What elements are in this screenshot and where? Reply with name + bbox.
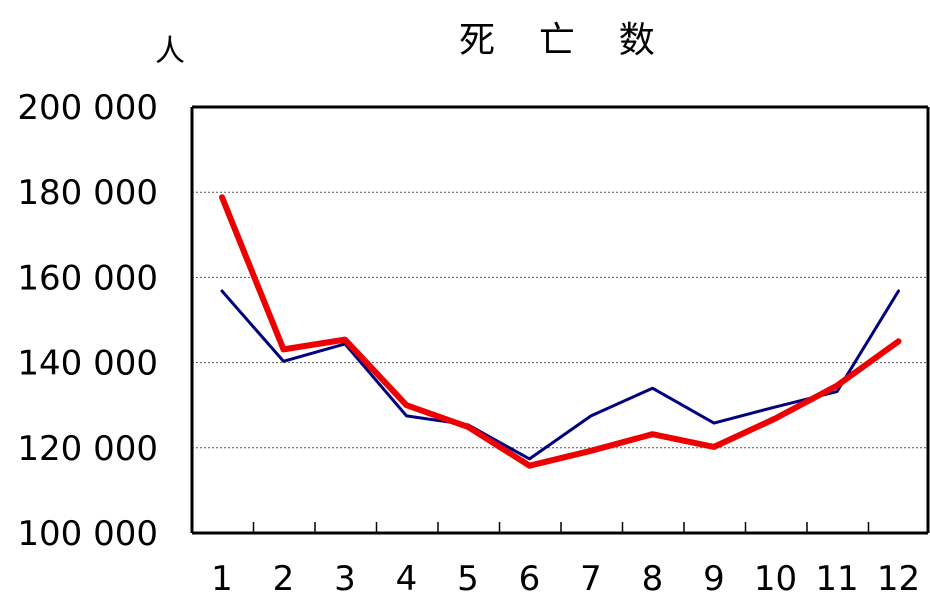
series-line-2 bbox=[219, 194, 902, 469]
x-tick-label: 1 bbox=[211, 559, 233, 599]
y-tick-label: 200 000 bbox=[17, 88, 158, 128]
x-tick-label: 4 bbox=[396, 559, 418, 599]
axes bbox=[190, 105, 930, 535]
y-tick-label: 100 000 bbox=[17, 514, 158, 554]
x-tick-label: 2 bbox=[273, 559, 295, 599]
y-tick-label: 180 000 bbox=[17, 173, 158, 213]
x-tick-label: 11 bbox=[815, 559, 858, 599]
y-tick-labels: 100 000 120 000 140 000 160 000 180 000 200 0… bbox=[17, 88, 158, 554]
chart-title: 死 亡 数 bbox=[459, 20, 671, 61]
series-lines bbox=[219, 194, 902, 469]
x-tick-label: 10 bbox=[754, 559, 797, 599]
y-tick-label: 140 000 bbox=[17, 344, 158, 384]
x-tick-labels: 1 2 3 4 5 6 7 8 9 10 11 12 bbox=[211, 559, 920, 599]
x-tick-label: 8 bbox=[642, 559, 664, 599]
x-tick-label: 12 bbox=[877, 559, 920, 599]
y-tick-label: 120 000 bbox=[17, 429, 158, 469]
y-axis-unit-label: 人 bbox=[155, 34, 185, 69]
series-line-1 bbox=[220, 289, 900, 461]
x-tick-label: 6 bbox=[519, 559, 541, 599]
x-tick-label: 5 bbox=[457, 559, 479, 599]
gridlines bbox=[192, 191, 928, 449]
y-tick-label: 160 000 bbox=[17, 258, 158, 298]
x-tick-label: 9 bbox=[703, 559, 725, 599]
x-tick-label: 7 bbox=[580, 559, 602, 599]
x-tick-label: 3 bbox=[334, 559, 356, 599]
